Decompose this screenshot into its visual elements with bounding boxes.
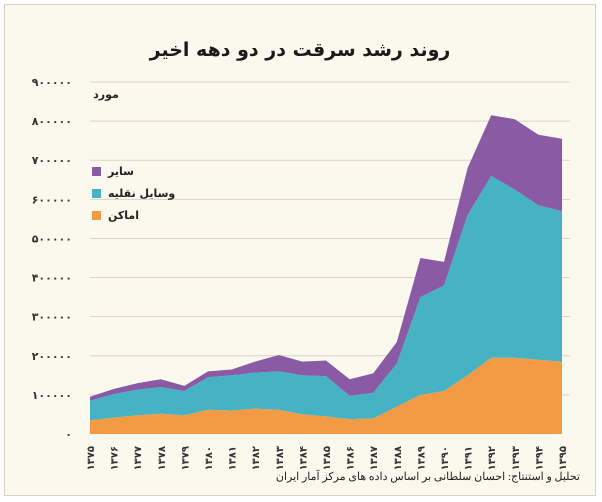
y-tick-label: ۰ [65, 428, 72, 441]
x-tick-label: ۱۳۷۷ [133, 446, 144, 470]
x-tick-label: ۱۳۸۳ [275, 446, 286, 470]
legend-label: سایر [107, 165, 134, 178]
y-tick-label: ۷۰۰۰۰۰ [32, 154, 72, 167]
x-tick-label: ۱۳۸۸ [393, 446, 404, 470]
y-tick-label: ۹۰۰۰۰۰ [32, 76, 72, 89]
x-tick-label: ۱۳۹۳ [511, 446, 522, 470]
x-tick-label: ۱۳۸۹ [416, 446, 427, 470]
y-tick-label: ۳۰۰۰۰۰ [32, 311, 72, 324]
x-tick-label: ۱۳۹۲ [487, 446, 498, 470]
area-series [90, 115, 562, 401]
y-tick-label: ۴۰۰۰۰۰ [32, 272, 72, 285]
area-series [90, 357, 562, 434]
x-tick-label: ۱۳۹۰ [440, 446, 451, 470]
y-tick-label: ۸۰۰۰۰۰ [32, 115, 72, 128]
y-tick-label: ۶۰۰۰۰۰ [32, 193, 72, 206]
x-tick-label: ۱۳۸۰ [204, 446, 215, 470]
x-tick-label: ۱۳۸۶ [346, 446, 357, 470]
y-tick-label: ۵۰۰۰۰۰ [32, 232, 72, 245]
x-tick-label: ۱۳۹۴ [534, 446, 545, 470]
area-series [90, 175, 562, 421]
legend-swatch [92, 189, 101, 198]
legend-swatch [92, 211, 101, 220]
x-tick-label: ۱۳۸۵ [322, 446, 333, 470]
source-note: تحلیل و استنتاج: احسان سلطانی بر اساس دا… [275, 471, 580, 483]
legend-label: وسایل نقلیه [108, 187, 175, 200]
x-tick-label: ۱۳۷۸ [157, 446, 168, 470]
x-tick-label: ۱۳۷۶ [110, 446, 121, 470]
y-tick-label: ۱۰۰۰۰۰ [32, 389, 72, 402]
x-tick-label: ۱۳۹۵ [558, 446, 569, 470]
x-tick-label: ۱۳۹۱ [464, 446, 475, 470]
x-tick-label: ۱۳۸۴ [298, 446, 309, 470]
x-tick-label: ۱۳۸۲ [251, 446, 262, 470]
x-tick-label: ۱۳۷۵ [86, 446, 97, 470]
legend-label: اماکن [108, 209, 139, 222]
chart-title: روند رشد سرقت در دو دهه اخیر [149, 39, 451, 61]
y-tick-label: ۲۰۰۰۰۰ [32, 350, 72, 363]
y-axis-label: مورد [93, 88, 119, 101]
legend-swatch [92, 167, 101, 176]
x-tick-label: ۱۳۸۷ [369, 446, 380, 470]
x-tick-label: ۱۳۸۱ [228, 446, 239, 470]
x-tick-label: ۱۳۷۹ [180, 446, 191, 470]
